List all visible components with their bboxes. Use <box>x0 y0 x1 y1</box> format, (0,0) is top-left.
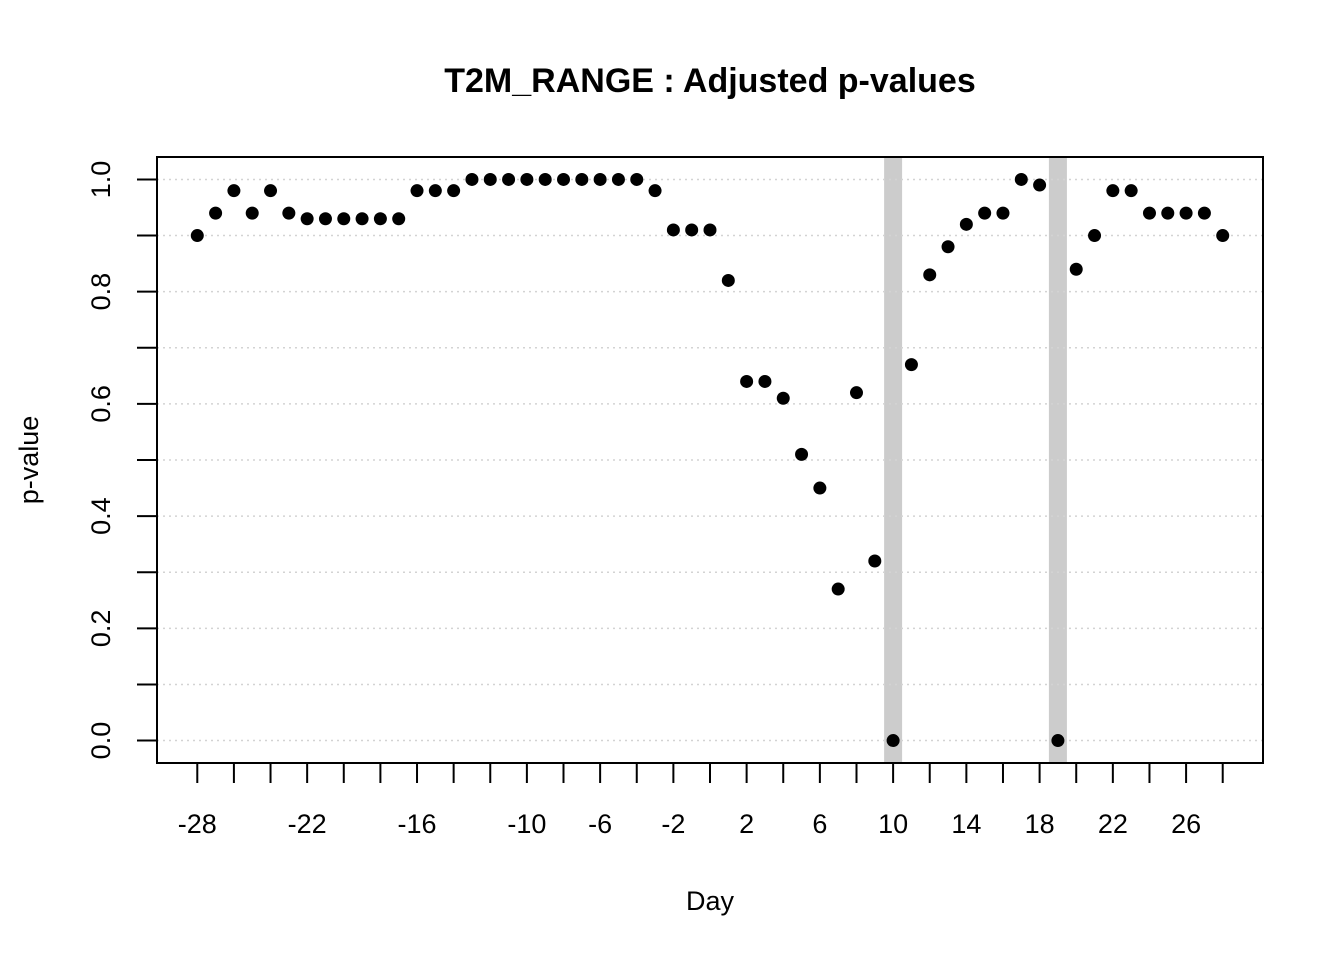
x-tick-label: -22 <box>288 809 327 839</box>
x-tick-label: 10 <box>878 809 908 839</box>
data-point <box>1106 184 1120 198</box>
data-point <box>630 172 644 186</box>
y-tick-label: 0.8 <box>86 273 116 311</box>
data-point <box>1051 734 1065 748</box>
data-point <box>648 184 662 198</box>
y-tick-label: 0.0 <box>86 722 116 760</box>
data-point <box>410 184 424 198</box>
data-point <box>190 229 204 243</box>
data-point <box>1142 206 1156 220</box>
data-points <box>190 172 1230 748</box>
highlight-band <box>884 157 903 763</box>
data-point <box>520 172 534 186</box>
data-point <box>502 172 516 186</box>
data-point <box>300 212 314 226</box>
data-point <box>978 206 992 220</box>
data-point <box>611 172 625 186</box>
x-tick-label: 22 <box>1098 809 1128 839</box>
y-tick-label: 0.6 <box>86 385 116 423</box>
data-point <box>593 172 607 186</box>
data-point <box>831 582 845 596</box>
data-point <box>740 374 754 388</box>
data-point <box>721 273 735 287</box>
data-point <box>1179 206 1193 220</box>
data-point <box>1161 206 1175 220</box>
data-point <box>941 240 955 254</box>
data-point <box>886 734 900 748</box>
x-tick-label: 2 <box>739 809 754 839</box>
data-point <box>666 223 680 237</box>
data-point <box>795 447 809 461</box>
x-tick-label: -16 <box>398 809 437 839</box>
data-point <box>758 374 772 388</box>
x-tick-label: 26 <box>1171 809 1201 839</box>
data-point <box>557 172 571 186</box>
data-point <box>245 206 259 220</box>
data-point <box>373 212 387 226</box>
data-point <box>447 184 461 198</box>
data-point <box>813 481 827 495</box>
data-point <box>1014 172 1028 186</box>
data-point <box>428 184 442 198</box>
data-point <box>465 172 479 186</box>
data-point <box>282 206 296 220</box>
data-point <box>1033 178 1047 192</box>
data-point <box>904 358 918 372</box>
data-point <box>1197 206 1211 220</box>
x-tick-label: 14 <box>951 809 981 839</box>
data-point <box>392 212 406 226</box>
x-tick-label: 18 <box>1025 809 1055 839</box>
data-point <box>318 212 332 226</box>
data-point <box>1069 262 1083 276</box>
data-point <box>337 212 351 226</box>
data-point <box>575 172 589 186</box>
y-axis: 0.0 0.2 0.4 0.6 0.8 1.0 <box>86 161 157 760</box>
data-point <box>1088 229 1102 243</box>
x-tick-label: -10 <box>507 809 546 839</box>
data-point <box>849 386 863 400</box>
chart-title: T2M_RANGE : Adjusted p-values <box>444 62 975 100</box>
data-point <box>996 206 1010 220</box>
data-point <box>227 184 241 198</box>
x-tick-label: -2 <box>661 809 685 839</box>
data-point <box>483 172 497 186</box>
x-tick-label: -6 <box>588 809 612 839</box>
data-point <box>355 212 369 226</box>
x-tick-label: 6 <box>812 809 827 839</box>
x-tick-label: -28 <box>178 809 217 839</box>
y-tick-label: 1.0 <box>86 161 116 199</box>
highlight-bands <box>884 157 1067 763</box>
data-point <box>685 223 699 237</box>
y-axis-label: p-value <box>14 416 44 505</box>
data-point <box>959 217 973 231</box>
x-axis-label: Day <box>686 886 735 916</box>
data-point <box>1124 184 1138 198</box>
data-point <box>264 184 278 198</box>
data-point <box>1216 229 1230 243</box>
data-point <box>703 223 717 237</box>
x-axis: -28 -22 -16 -10 -6 -2 2 6 10 14 18 22 26 <box>178 763 1224 839</box>
data-point <box>209 206 223 220</box>
data-point <box>868 554 882 568</box>
data-point <box>538 172 552 186</box>
y-tick-label: 0.4 <box>86 497 116 535</box>
y-tick-label: 0.2 <box>86 610 116 648</box>
data-point <box>923 268 937 282</box>
data-point <box>776 391 790 405</box>
